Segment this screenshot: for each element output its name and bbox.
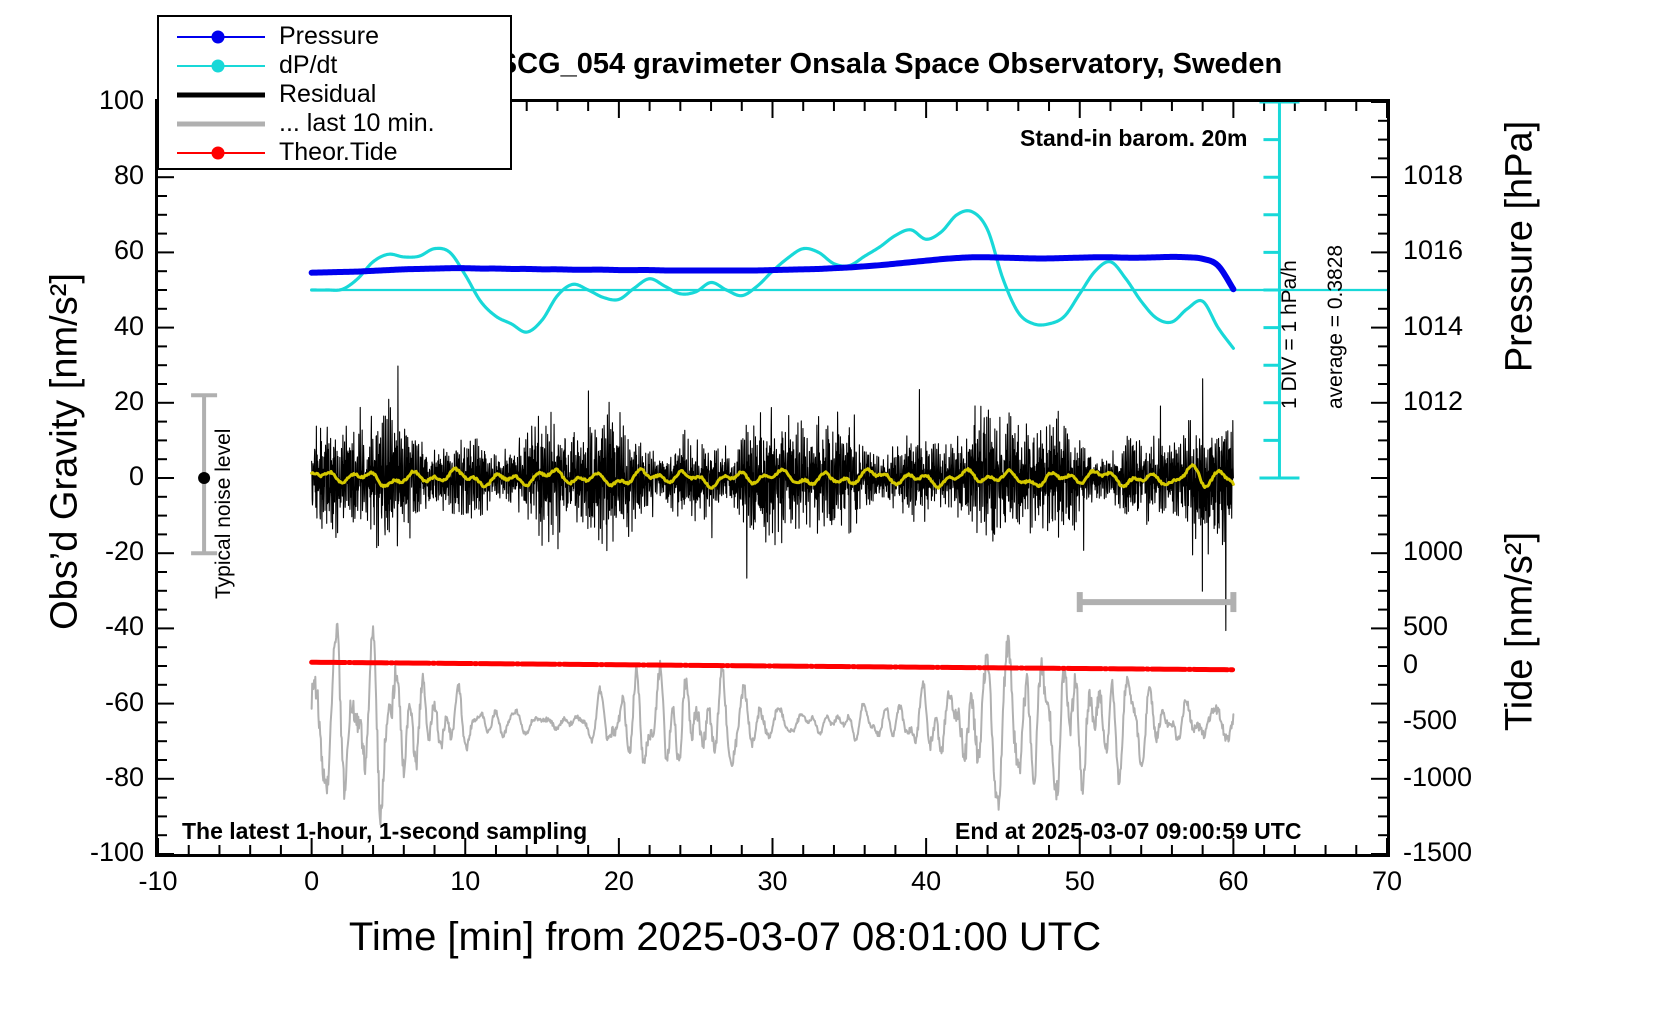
page-title: SCG_054 gravimeter Onsala Space Observat…	[497, 48, 1283, 80]
y-tick-label-left: 0	[128, 461, 144, 491]
y-tick-label-pressure: 1014	[1403, 310, 1464, 341]
y-tick-label-tide: 500	[1403, 611, 1449, 642]
legend-line	[177, 121, 265, 126]
plot-canvas	[158, 102, 1387, 854]
x-tick-label: 50	[1064, 866, 1095, 896]
legend-label: Theor.Tide	[279, 138, 398, 166]
legend-line	[177, 92, 265, 97]
y-axis-title-right-tide: Tide [nm/s²]	[1498, 531, 1541, 732]
x-tick-label: 70	[1371, 866, 1403, 896]
legend-swatch-icon	[177, 56, 265, 76]
y-tick-label-left: 40	[113, 310, 144, 341]
y-tick-label-left: -60	[104, 686, 144, 717]
legend-marker-dot-icon	[211, 59, 225, 72]
annotation-stand-in-barometer: Stand-in barom. 20m	[1020, 125, 1248, 151]
y-tick-label-tide: -1000	[1403, 761, 1473, 792]
legend-item-residual[interactable]: Residual	[159, 80, 510, 109]
y-tick-label-tide: -500	[1403, 705, 1458, 736]
y-tick-label-left: -20	[104, 536, 144, 567]
series-pressure	[308, 253, 1237, 293]
legend-item-theor-tide[interactable]: Theor.Tide	[159, 138, 510, 167]
legend-item-pressure[interactable]: Pressure	[159, 22, 510, 51]
x-tick-label: 0	[304, 866, 320, 896]
y-tick-label-left: -100	[89, 837, 144, 867]
x-tick-label: 30	[757, 866, 788, 896]
y-tick-label-tide: 0	[1403, 649, 1419, 679]
series-residual	[311, 365, 1234, 632]
legend-label: dP/dt	[279, 51, 338, 79]
legend-swatch-icon	[177, 114, 265, 134]
series-last-10-min	[310, 622, 1235, 826]
x-tick-label: 40	[911, 866, 942, 896]
last-10-min-span-marker	[1076, 592, 1237, 613]
legend-label: ... last 10 min.	[279, 109, 435, 137]
series-dpdt	[310, 209, 1235, 350]
y-tick-label-tide: -1500	[1403, 837, 1473, 867]
x-tick-label: 20	[603, 866, 634, 896]
legend-swatch-icon	[177, 143, 265, 163]
y-tick-label-left: -40	[104, 611, 144, 642]
y-tick-label-tide: 1000	[1403, 536, 1464, 567]
annotation-latest-sampling: The latest 1-hour, 1-second sampling	[182, 818, 588, 844]
legend-label: Residual	[279, 80, 377, 108]
annotation-end-time: End at 2025-03-07 09:00:59 UTC	[955, 818, 1302, 844]
y-tick-label-left: 20	[113, 385, 144, 416]
annotation-typical-noise-level: Typical noise level	[212, 428, 235, 599]
annotation-dpdt-average: average = 0.3828	[1324, 244, 1347, 409]
legend-marker-dot-icon	[211, 146, 225, 159]
y-tick-label-pressure: 1018	[1403, 160, 1464, 191]
series-smoothed-residual	[310, 463, 1235, 490]
legend-label: Pressure	[279, 22, 380, 50]
x-tick-label: 60	[1218, 866, 1249, 896]
y-axis-title-left: Obs’d Gravity [nm/s²]	[43, 273, 86, 630]
legend-item-dp-dt[interactable]: dP/dt	[159, 51, 510, 80]
y-tick-label-left: 60	[113, 235, 144, 266]
y-tick-label-pressure: 1012	[1403, 385, 1464, 416]
errorbar-center-dot	[198, 472, 211, 484]
y-axis-title-right-pressure: Pressure [hPa]	[1498, 120, 1541, 373]
dpdt-scale-bar	[1259, 102, 1300, 480]
y-tick-label-left: 100	[98, 85, 144, 115]
legend-swatch-icon	[177, 85, 265, 105]
y-tick-label-left: -80	[104, 761, 144, 792]
series-theoretical-tide	[309, 659, 1236, 673]
legend-swatch-icon	[177, 27, 265, 47]
typical-noise-level-errorbar	[191, 393, 218, 556]
x-axis-title: Time [min] from 2025-03-07 08:01:00 UTC	[348, 915, 1102, 959]
y-tick-label-left: 80	[113, 160, 144, 191]
legend: Pressure dP/dt Residual... last 10 min. The…	[157, 15, 512, 170]
y-tick-label-pressure: 1016	[1403, 235, 1464, 266]
plot-area	[155, 99, 1390, 857]
legend-item-last-10-min[interactable]: ... last 10 min.	[159, 109, 510, 138]
annotation-div-scale: 1 DIV = 1 hPa/h	[1278, 260, 1301, 409]
x-tick-label: -10	[138, 866, 178, 896]
x-tick-label: 10	[450, 866, 481, 896]
legend-marker-dot-icon	[211, 30, 225, 43]
